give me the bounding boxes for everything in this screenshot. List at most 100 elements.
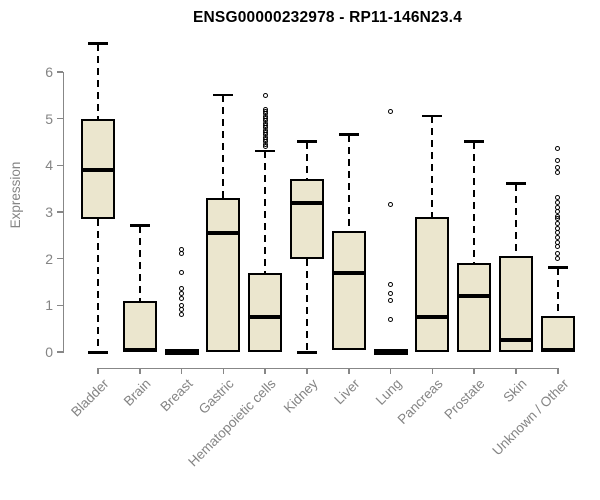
iqr-box xyxy=(499,256,533,352)
upper-whisker-cap xyxy=(547,266,568,269)
y-axis-tick xyxy=(56,257,63,260)
upper-whisker-cap xyxy=(213,93,234,97)
outlier-point xyxy=(388,316,394,322)
outlier-point xyxy=(179,307,185,313)
outlier-point xyxy=(179,246,185,252)
y-axis-title: Expression xyxy=(8,161,23,229)
x-axis-tick xyxy=(139,367,141,374)
outlier-point xyxy=(555,146,561,152)
upper-whisker-line xyxy=(556,267,559,316)
outlier-point xyxy=(555,221,561,227)
outlier-point xyxy=(179,312,185,318)
lower-whisker-line xyxy=(306,258,308,352)
upper-whisker-line xyxy=(138,225,141,301)
outlier-point xyxy=(262,92,268,98)
y-axis-tick xyxy=(56,117,63,120)
upper-whisker-line xyxy=(222,95,225,198)
outlier-point xyxy=(179,286,185,292)
upper-whisker-cap xyxy=(338,133,359,136)
upper-whisker-cap xyxy=(88,42,108,45)
upper-whisker-line xyxy=(347,134,350,231)
upper-whisker-line xyxy=(264,151,267,273)
iqr-box xyxy=(540,315,575,352)
lower-whisker-cap xyxy=(297,351,317,354)
median-line xyxy=(290,200,324,205)
upper-whisker-cap xyxy=(506,182,526,185)
upper-whisker-line xyxy=(473,141,476,264)
x-axis-line xyxy=(98,367,558,369)
x-axis-tick xyxy=(515,367,517,374)
median-line xyxy=(457,293,492,298)
upper-whisker-cap xyxy=(255,149,276,153)
outlier-point xyxy=(388,281,394,287)
x-axis-tick xyxy=(306,367,308,374)
degenerate-box-bar xyxy=(373,349,408,355)
upper-whisker-line xyxy=(431,116,434,217)
outlier-point xyxy=(555,225,561,231)
x-axis-tick xyxy=(97,367,99,374)
iqr-box xyxy=(415,216,450,352)
y-tick-label: 5 xyxy=(45,110,53,127)
y-tick-label: 6 xyxy=(45,63,53,80)
y-tick-label: 4 xyxy=(45,157,53,174)
outlier-point xyxy=(388,202,394,208)
outlier-point xyxy=(555,256,561,262)
iqr-box xyxy=(457,263,492,352)
outlier-point xyxy=(179,251,185,257)
median-line xyxy=(540,348,575,353)
y-axis-tick xyxy=(56,351,63,353)
y-tick-label: 3 xyxy=(45,203,53,220)
median-line xyxy=(331,270,366,275)
y-axis-tick xyxy=(56,304,63,307)
x-axis-tick xyxy=(473,367,475,374)
iqr-box xyxy=(206,197,241,352)
upper-whisker-line xyxy=(515,183,517,257)
upper-whisker-cap xyxy=(129,224,150,227)
y-axis-tick xyxy=(56,71,63,73)
outlier-point xyxy=(179,295,185,301)
iqr-box xyxy=(331,230,366,350)
median-line xyxy=(122,348,157,353)
x-axis-tick xyxy=(222,367,225,374)
outlier-point xyxy=(555,235,561,241)
outlier-point xyxy=(555,244,561,250)
iqr-box xyxy=(248,272,283,352)
upper-whisker-line xyxy=(97,43,99,119)
y-tick-label: 1 xyxy=(45,297,53,314)
upper-whisker-line xyxy=(306,141,308,180)
x-axis-tick xyxy=(557,367,559,374)
degenerate-box-bar xyxy=(164,349,199,355)
iqr-box xyxy=(122,300,157,352)
median-line xyxy=(248,314,283,319)
outlier-point xyxy=(179,291,185,297)
outlier-point xyxy=(555,158,561,164)
outlier-point xyxy=(262,144,268,150)
y-tick-label: 0 xyxy=(45,344,53,360)
lower-whisker-line xyxy=(97,218,99,352)
outlier-point xyxy=(388,298,394,304)
y-axis-tick xyxy=(56,164,63,167)
outlier-point xyxy=(179,302,185,308)
upper-whisker-cap xyxy=(297,140,317,143)
y-tick-label: 2 xyxy=(45,250,53,267)
outlier-point xyxy=(388,109,394,115)
outlier-point xyxy=(555,239,561,245)
x-axis-tick xyxy=(389,367,392,374)
outlier-point xyxy=(555,169,561,175)
x-axis-tick xyxy=(431,367,434,374)
chart-title: ENSG00000232978 - RP11-146N23.4 xyxy=(192,9,463,26)
x-axis-tick xyxy=(180,367,183,374)
median-line xyxy=(206,230,241,235)
upper-whisker-cap xyxy=(422,114,443,118)
y-axis-tick xyxy=(56,211,63,213)
iqr-box xyxy=(290,179,324,259)
median-line xyxy=(499,338,533,343)
y-axis-line xyxy=(62,71,64,354)
outlier-point xyxy=(555,200,561,206)
x-axis-tick xyxy=(348,367,350,374)
median-line xyxy=(415,314,450,319)
outlier-point xyxy=(555,165,561,171)
outlier-point xyxy=(555,204,561,210)
upper-whisker-cap xyxy=(464,140,485,143)
